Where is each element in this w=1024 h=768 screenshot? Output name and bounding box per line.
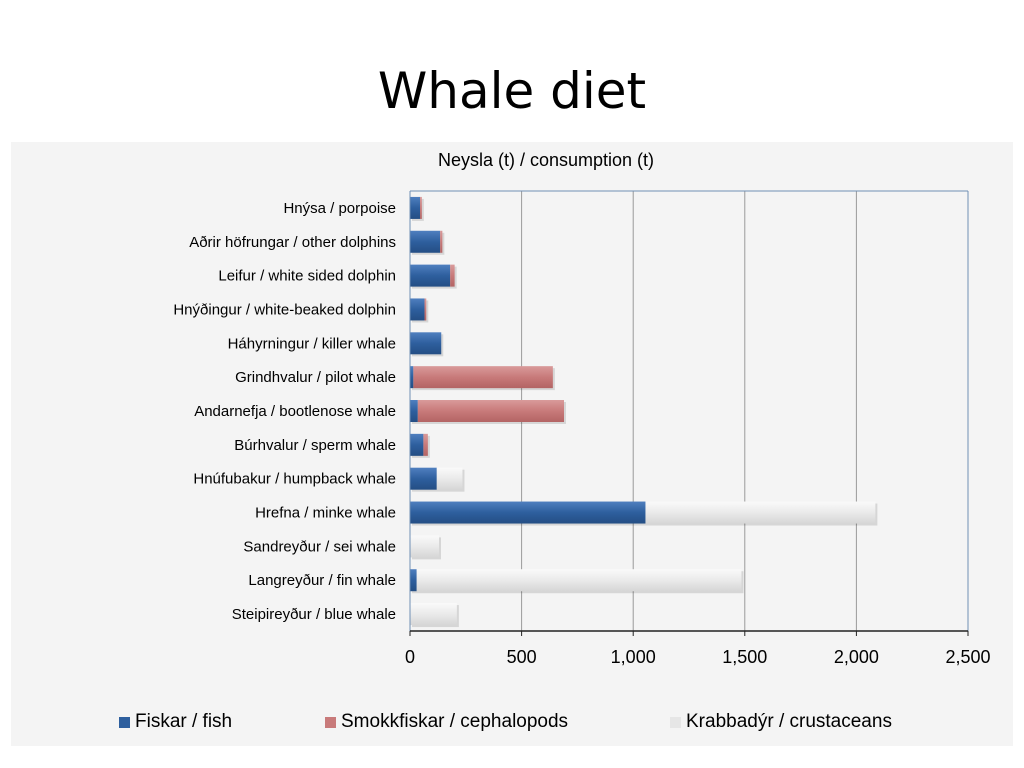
bar-segment	[410, 501, 646, 524]
bar-segment	[410, 264, 451, 287]
bar-segment	[424, 298, 427, 321]
slide-title: Whale diet	[377, 62, 647, 120]
bar-segment	[410, 298, 425, 321]
x-tick-label: 500	[507, 647, 537, 667]
category-label: Langreyður / fin whale	[248, 572, 396, 589]
bar-shadow	[442, 232, 445, 255]
bar-segment	[410, 332, 442, 355]
bar-shadow	[426, 300, 429, 323]
legend-label: Smokkfiskar / cephalopods	[341, 711, 569, 732]
chart-area: Neysla (t) / consumption (t) Hnýsa / por…	[173, 150, 991, 667]
bar-segment	[420, 196, 422, 219]
bar-segment	[410, 230, 441, 253]
x-tick-label: 1,000	[611, 647, 656, 667]
x-tick-label: 2,000	[834, 647, 879, 667]
bar-segment	[440, 230, 443, 253]
bar-segment	[423, 433, 428, 456]
category-labels: Hnýsa / porpoise Aðrir höfrungar / other …	[173, 200, 396, 623]
bar-segment	[413, 366, 553, 389]
bar-segment	[410, 366, 414, 389]
category-label: Sandreyður / sei whale	[243, 538, 396, 555]
category-label: Hnúfubakur / humpback whale	[193, 471, 396, 488]
bar-segment	[645, 501, 876, 524]
category-label: Leifur / white sided dolphin	[218, 268, 396, 285]
category-label: Búrhvalur / sperm whale	[234, 437, 396, 454]
category-label: Grindhvalur / pilot whale	[235, 369, 396, 386]
bar-segment	[410, 603, 457, 626]
legend-item: Smokkfiskar / cephalopods	[325, 711, 569, 732]
bar-segment	[416, 569, 742, 592]
x-tick-label: 1,500	[722, 647, 767, 667]
legend-swatch	[670, 716, 681, 728]
legend-swatch	[119, 716, 130, 728]
category-label: Steipireyður / blue whale	[232, 606, 396, 623]
legend-swatch	[325, 716, 336, 728]
bar-shadow	[422, 198, 424, 221]
bar-segment	[436, 467, 463, 490]
category-label: Aðrir höfrungar / other dolphins	[189, 234, 396, 251]
bar-segment	[410, 196, 421, 219]
category-label: Andarnefja / bootlenose whale	[194, 403, 396, 420]
bar-segment	[410, 433, 424, 456]
legend-item: Krabbadýr / crustaceans	[670, 711, 892, 732]
grid-lines	[521, 191, 969, 631]
category-label: Hnýðingur / white-beaked dolphin	[173, 301, 396, 318]
bars	[410, 196, 878, 628]
category-label: Hnýsa / porpoise	[283, 200, 396, 217]
category-label: Hrefna / minke whale	[255, 505, 396, 522]
bar-segment	[410, 569, 417, 592]
bar-segment	[450, 264, 455, 287]
bar-segment	[417, 400, 565, 422]
x-tick-labels: 0 500 1,000 1,500 2,000 2,500	[405, 647, 991, 667]
bar-segment	[410, 467, 437, 490]
axes	[409, 190, 969, 636]
bar-segment	[410, 400, 418, 422]
x-tick-label: 2,500	[945, 647, 990, 667]
bar-segment	[410, 535, 440, 558]
legend-label: Krabbadýr / crustaceans	[686, 711, 892, 732]
chart-title: Neysla (t) / consumption (t)	[438, 150, 654, 170]
legend-label: Fiskar / fish	[135, 711, 233, 732]
x-tick-label: 0	[405, 647, 415, 667]
legend-item: Fiskar / fish	[119, 711, 233, 732]
chart-panel: Neysla (t) / consumption (t) Hnýsa / por…	[11, 142, 1013, 746]
category-label: Háhyrningur / killer whale	[228, 335, 396, 352]
